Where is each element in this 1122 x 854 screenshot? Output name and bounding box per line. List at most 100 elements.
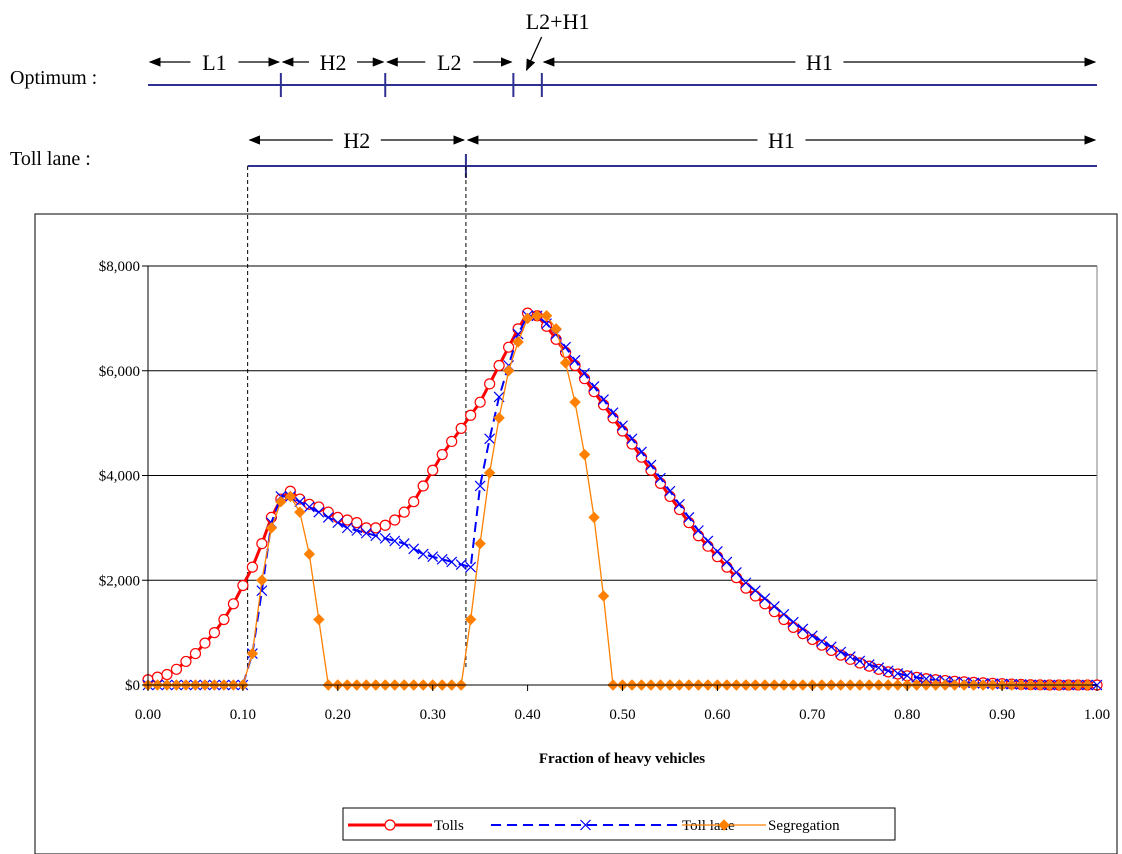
y-tick-label: $8,000	[99, 259, 140, 275]
data-point	[778, 608, 790, 620]
data-point	[436, 553, 448, 565]
data-point	[626, 438, 638, 450]
data-point	[768, 601, 780, 612]
data-point	[664, 490, 676, 503]
regime-label: H1	[806, 50, 833, 75]
data-point	[674, 498, 685, 510]
data-point	[265, 522, 278, 534]
series-layer	[142, 307, 1103, 691]
regime-label: L2	[437, 50, 461, 75]
data-point	[256, 574, 268, 586]
data-point	[721, 556, 733, 568]
data-point	[227, 598, 240, 610]
data-point	[664, 485, 676, 497]
data-point	[580, 819, 591, 831]
x-tick-label: 0.40	[514, 707, 540, 723]
data-point	[579, 367, 590, 379]
data-point	[370, 530, 382, 542]
data-point	[892, 668, 904, 679]
data-point	[464, 613, 477, 626]
data-point	[275, 495, 287, 508]
data-point	[493, 412, 505, 424]
legend-item: Tolls	[348, 818, 464, 834]
data-point	[455, 559, 467, 570]
data-point	[313, 506, 325, 518]
data-point	[654, 477, 667, 489]
data-point	[718, 819, 730, 831]
data-point	[379, 532, 391, 544]
data-point	[322, 511, 334, 523]
y-tick-label: $0	[125, 678, 140, 694]
data-point	[246, 561, 258, 573]
regime-label: L1	[202, 50, 226, 75]
data-point	[465, 561, 477, 573]
data-point	[294, 506, 306, 518]
data-point	[692, 525, 704, 536]
data-point	[465, 409, 477, 421]
data-point	[284, 490, 297, 503]
data-point	[920, 673, 932, 685]
data-point	[341, 514, 353, 526]
data-point	[692, 530, 705, 542]
data-point	[645, 459, 657, 471]
data-point	[578, 448, 591, 461]
axes: $0 $2,000 $4,000 $6,000 $8,000 0.00 0.10 0.20 0.…	[99, 259, 1110, 723]
data-point	[474, 396, 486, 408]
data-point	[598, 394, 609, 405]
x-tick-label: 0.50	[609, 707, 635, 723]
data-point	[294, 493, 306, 505]
data-point	[559, 357, 572, 369]
data-point	[351, 525, 363, 536]
data-point	[749, 590, 761, 602]
data-point	[455, 422, 467, 434]
y-tick-label: $2,000	[99, 573, 140, 589]
data-point	[313, 613, 325, 626]
data-point	[702, 535, 714, 547]
data-point	[341, 522, 353, 534]
x-tick-label: 0.20	[325, 707, 351, 723]
data-point	[569, 354, 581, 366]
data-point	[389, 514, 401, 526]
x-tick-label: 0.60	[704, 707, 730, 723]
data-point	[351, 517, 363, 529]
legend-label: Tolls	[434, 818, 464, 834]
data-point	[797, 623, 809, 635]
toll-lane-regimes: H2 H1	[247, 128, 1097, 178]
data-point	[588, 511, 600, 524]
data-point	[170, 663, 183, 675]
data-point	[408, 543, 420, 555]
data-point	[427, 551, 439, 563]
x-tick-label: 1.00	[1084, 707, 1110, 723]
data-point	[474, 537, 486, 550]
data-point	[521, 312, 534, 325]
x-tick-label: 0.90	[989, 707, 1015, 723]
data-point	[408, 496, 420, 508]
regime-label: L2+H1	[526, 9, 590, 34]
data-point	[740, 577, 752, 589]
data-point	[806, 630, 818, 642]
data-point	[208, 627, 221, 639]
data-point	[655, 472, 666, 484]
data-point	[303, 501, 315, 513]
regime-label: H2	[320, 50, 347, 75]
data-point	[379, 519, 391, 531]
data-point	[626, 433, 638, 445]
data-point	[711, 546, 723, 557]
data-point	[597, 590, 610, 602]
data-point	[218, 613, 230, 626]
x-axis-label: Fraction of heavy vehicles	[539, 751, 705, 767]
data-point	[787, 616, 799, 628]
data-point	[512, 328, 524, 340]
data-point	[702, 540, 714, 552]
data-point	[607, 407, 619, 419]
data-point	[237, 579, 249, 592]
x-tick-label: 0.00	[135, 707, 161, 723]
data-point	[825, 644, 837, 657]
data-point	[332, 511, 344, 524]
data-point	[303, 548, 316, 560]
data-point	[161, 668, 173, 681]
x-tick-label: 0.80	[894, 707, 920, 723]
data-point	[493, 359, 505, 372]
y-tick-label: $6,000	[99, 364, 140, 380]
